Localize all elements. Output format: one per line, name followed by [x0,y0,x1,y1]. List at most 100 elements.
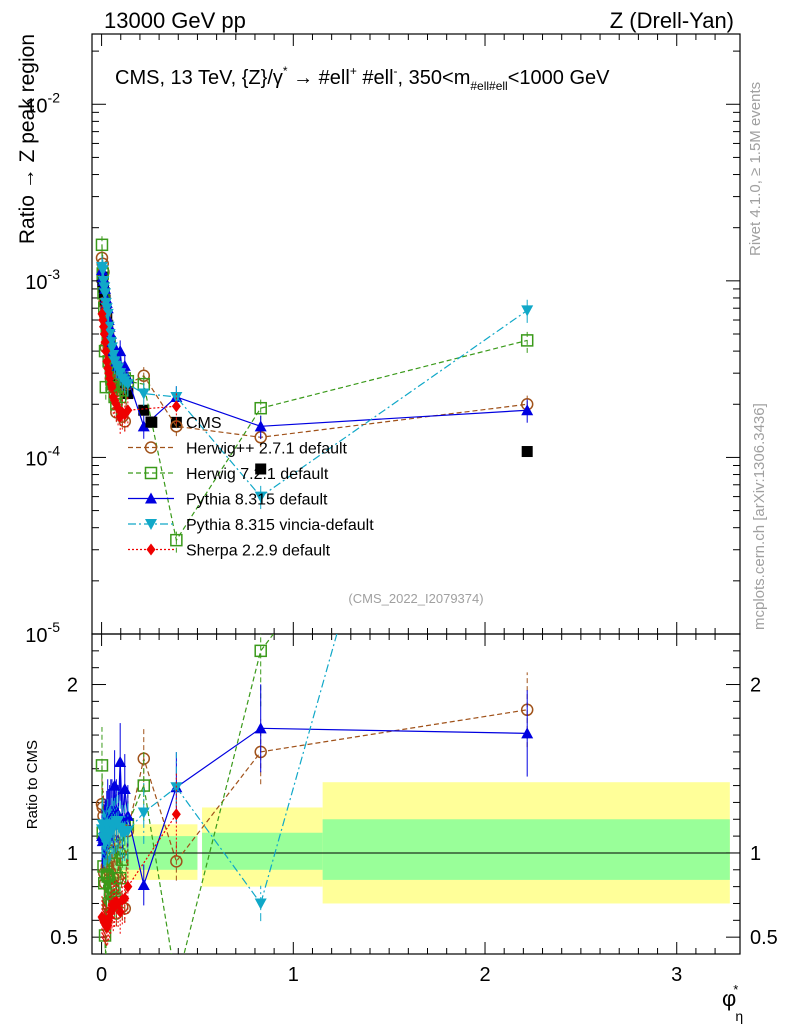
x-tick-label: 2 [479,964,490,986]
x-tick-label: 3 [671,964,682,986]
ratio-tick-label-left: 2 [67,675,78,697]
ratio-series-sherpa [97,772,181,946]
band-inner-2 [322,819,730,880]
series-vincia [95,256,534,510]
legend-label: CMS [186,415,222,432]
legend: CMS Herwig++ 2.7.1 default Herwig 7.2.1 de… [128,415,374,560]
ratio-point-sherpa [123,880,133,893]
ratio-series-layer [95,634,534,990]
point-vincia [137,388,150,400]
axes: 0 1 2 3 10-2 10-3 10-4 10-5 0.5 0.5 1 1 2 2 [25,34,778,986]
ratio-point-vincia [112,815,125,827]
legend-label: Herwig 7.2.1 default [186,466,329,483]
point-herwig7 [520,334,534,347]
ratio-point-herwig7 [113,871,127,885]
point-vincia [96,265,109,277]
y-axis-label: Ratio → Z peak region [16,34,39,244]
ratio-point-vincia [121,826,134,838]
point-sherpa [99,320,109,333]
ratio-point-pythia [114,756,127,767]
legend-item-data: CMS [145,415,222,432]
ratio-series-vincia [95,634,338,922]
point-sherpa [101,345,111,358]
analysis-watermark: (CMS_2022_I2079374) [348,591,483,606]
point-vincia [98,282,111,294]
ratio-point-pythia [254,722,267,734]
x-tick-label: 0 [96,964,107,986]
point-vincia [97,275,110,287]
ratio-tick-label-left: 1 [67,843,78,865]
header-left: 13000 GeV pp [104,8,246,33]
y-tick-label: 10-5 [25,619,60,647]
series-line-pythia [101,270,528,428]
point-herwig7 [95,238,109,252]
series-herwigpp [95,249,534,448]
legend-label: Pythia 8.315 vincia-default [186,517,374,534]
legend-item-pythia: Pythia 8.315 default [128,492,328,509]
legend-marker [144,466,158,480]
y-tick-label: 10-4 [25,442,60,470]
ratio-point-pythia [137,878,150,890]
ratio-point-herwig7 [254,644,267,658]
legend-label: Sherpa 2.2.9 default [186,543,331,560]
point-pythia [521,404,534,416]
point-vincia [99,288,112,300]
x-axis-label: φ* η [722,982,743,1024]
ratio-point-vincia [254,898,267,910]
point-data [521,446,533,458]
ratio-point-herwigpp [170,855,183,868]
legend-item-herwig7: Herwig 7.2.1 default [128,466,329,483]
point-vincia [254,491,267,503]
ratio-band [101,782,730,904]
point-sherpa [107,381,117,394]
legend-marker [145,492,157,504]
ratio-tick-label-right: 0.5 [750,927,778,949]
ratio-point-pythia [521,727,534,739]
legend-marker [146,543,156,556]
ratio-point-herwig7 [171,979,182,990]
ratio-point-sherpa [120,892,130,905]
ratio-tick-label-right: 1 [750,843,761,865]
point-vincia [521,305,534,317]
ratio-point-herwig7 [100,868,114,882]
point-sherpa [100,336,110,349]
rivet-label: Rivet 4.1.0, ≥ 1.5M events [747,82,764,256]
y-tick-label: 10-3 [25,266,60,294]
x-tick-label: 1 [288,964,299,986]
ratio-y-axis-label: Ratio to CMS [24,740,41,829]
ratio-point-vincia [137,807,150,819]
ratio-tick-label-left: 0.5 [50,927,78,949]
point-data [255,463,267,475]
point-vincia [107,350,120,362]
ratio-point-herwig7 [95,759,109,772]
legend-item-sherpa: Sherpa 2.2.9 default [128,543,331,560]
point-herwig7 [170,533,183,547]
series-line-herwigpp [101,257,528,438]
ratio-tick-label-right: 2 [750,675,761,697]
point-data [138,404,150,416]
point-pythia [254,420,267,432]
point-herwigpp [170,420,183,433]
ratio-point-herwig7 [101,870,114,883]
legend-marker [145,519,157,530]
point-herwigpp [137,369,151,383]
point-sherpa [123,404,133,417]
legend-marker [144,441,158,454]
legend-label: Pythia 8.315 default [186,492,328,509]
point-herwig7 [254,401,267,415]
series-line-vincia [101,266,528,498]
legend-item-vincia: Pythia 8.315 vincia-default [128,517,374,534]
point-sherpa [171,400,181,413]
ratio-point-vincia [170,782,183,794]
legend-item-herwigpp: Herwig++ 2.7.1 default [128,441,348,458]
ratio-plot-frame [91,633,741,955]
main-series-layer [95,234,534,553]
point-sherpa [99,328,109,340]
legend-label: Herwig++ 2.7.1 default [186,441,348,458]
point-pythia [137,420,150,432]
band-inner-1 [202,832,323,870]
y-tick-label: 10-2 [25,89,60,117]
point-vincia [121,379,134,391]
header-right: Z (Drell-Yan) [610,8,734,33]
